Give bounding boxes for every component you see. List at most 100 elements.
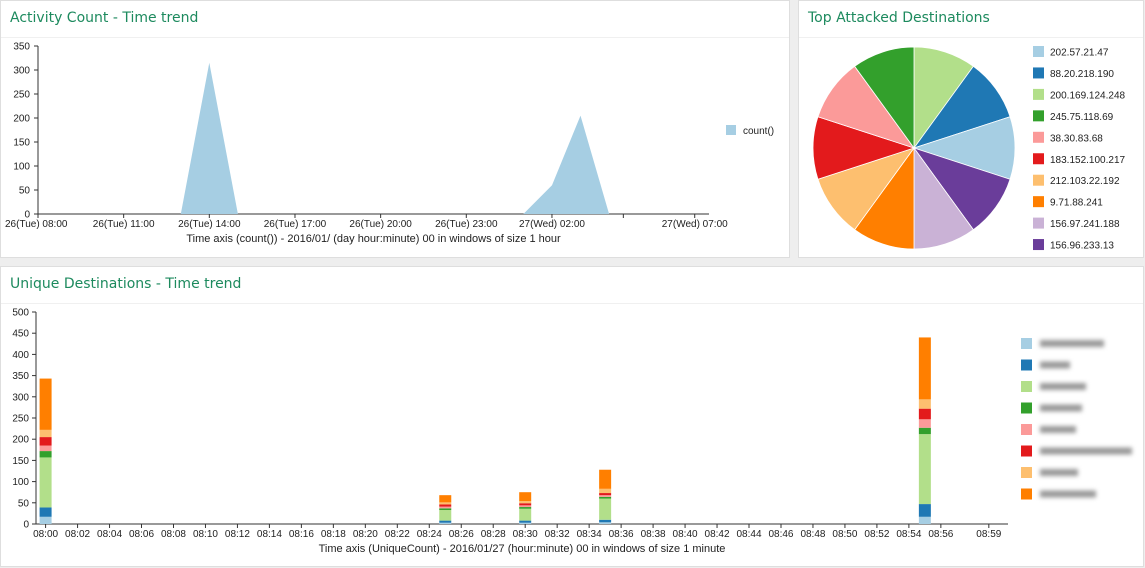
bar-segment [439, 502, 452, 505]
x-tick-label: 08:56 [928, 529, 953, 540]
activity-count-chart: 0 50 100 150 200 250 300 350 26(Tue) 08:00 26(Tue… [5, 42, 774, 246]
legend-label-redacted [1040, 490, 1096, 498]
x-tick-label: 08:00 [33, 529, 58, 540]
legend-label-redacted [1040, 447, 1132, 455]
top-destinations-chart: 202.57.21.47 88.20.218.190 200.169.124.248… [812, 46, 1126, 252]
bar-segment [439, 495, 452, 503]
x-tick-label: 08:18 [321, 529, 346, 540]
x-tick-label: 08:44 [736, 529, 761, 540]
unique-destinations-panel: Unique Destinations - Time trend 0 50 100 1… [0, 266, 1144, 567]
title-divider [799, 37, 1143, 38]
legend-swatch [1033, 153, 1044, 165]
legend-label-redacted [1040, 340, 1104, 347]
x-tick-label: 08:16 [289, 529, 314, 540]
legend-swatch [1033, 174, 1044, 186]
legend-label: 9.71.88.241 [1050, 198, 1103, 209]
y-tick-label: 450 [12, 329, 29, 340]
bar-segment [439, 510, 452, 521]
unique-destinations-title: Unique Destinations - Time trend [10, 276, 242, 292]
x-tick-label: 08:32 [545, 529, 570, 540]
x-tick-label: 08:22 [385, 529, 410, 540]
y-tick-label: 250 [13, 90, 30, 101]
legend-swatch [1021, 467, 1032, 478]
x-tick-label: 08:08 [161, 529, 186, 540]
x-tick-label: 08:28 [481, 529, 506, 540]
y-tick-label: 200 [13, 114, 30, 125]
x-tick-label: 08:06 [129, 529, 154, 540]
y-tick-label: 50 [18, 498, 30, 509]
bar-segment [519, 501, 532, 504]
legend-swatch [1021, 359, 1032, 371]
x-tick-label: 08:50 [832, 529, 857, 540]
y-tick-label: 150 [13, 138, 30, 149]
bar-segment [39, 429, 52, 438]
legend-label: 212.103.22.192 [1050, 176, 1120, 187]
y-tick-label: 50 [19, 186, 31, 197]
x-tick-label: 08:48 [800, 529, 825, 540]
x-tick-label: 08:26 [449, 529, 474, 540]
bar-segment [439, 508, 452, 511]
x-tick-label: 26(Tue) 11:00 [93, 219, 155, 230]
y-tick-label: 300 [13, 66, 30, 77]
x-tick-label: 26(Tue) 20:00 [349, 219, 412, 230]
bar-segment [439, 522, 452, 524]
x-tick-label: 08:24 [417, 529, 442, 540]
bar-segment [918, 427, 931, 435]
x-axis-title: Time axis (UniqueCount) - 2016/01/27 (ho… [319, 543, 726, 555]
x-tick-label: 27(Wed) 02:00 [519, 219, 585, 230]
x-tick-label: 08:10 [193, 529, 218, 540]
title-divider [1, 37, 789, 38]
bar-segment [599, 495, 612, 497]
x-tick-label: 08:59 [976, 529, 1001, 540]
legend-label: 38.30.83.68 [1050, 133, 1103, 144]
x-tick-label: 08:02 [65, 529, 90, 540]
legend-label-redacted [1040, 404, 1082, 412]
bar-segment [599, 493, 612, 496]
y-tick-label: 500 [12, 308, 29, 319]
legend-label: 156.96.233.13 [1050, 241, 1114, 252]
bar-segment [519, 505, 532, 508]
legend-label-redacted [1040, 361, 1070, 369]
legend-swatch [1033, 217, 1044, 229]
bar-segment [39, 507, 52, 517]
y-tick-label: 350 [12, 371, 29, 382]
legend-swatch [1033, 110, 1044, 122]
x-tick-label: 26(Tue) 14:00 [178, 219, 241, 230]
bar-segment [599, 498, 612, 520]
legend-label-redacted [1040, 426, 1076, 433]
x-tick-label: 08:04 [97, 529, 122, 540]
x-tick-label: 08:54 [896, 529, 921, 540]
legend-label: 156.97.241.188 [1050, 219, 1120, 230]
bar-segment [599, 488, 612, 494]
bar-segment [519, 507, 532, 509]
legend-swatch-count [726, 125, 736, 135]
legend-label: 183.152.100.217 [1050, 155, 1126, 166]
y-tick-label: 0 [24, 210, 30, 221]
legend-label: 202.57.21.47 [1050, 48, 1109, 59]
bar-segment [918, 504, 931, 517]
legend-label: 88.20.218.190 [1050, 69, 1114, 80]
bar-segment [918, 434, 931, 505]
bar-segment [39, 516, 52, 524]
bar-segment [918, 419, 931, 428]
y-tick-label: 300 [12, 392, 29, 403]
bar-segment [519, 503, 532, 506]
legend-swatch [1021, 402, 1032, 414]
pie-slice [854, 46, 915, 150]
x-tick-label: 08:52 [864, 529, 889, 540]
area-series-count [38, 62, 709, 214]
bar-segment [519, 522, 532, 524]
unique-destinations-chart: 0 50 100 150 200 250 300 350 400 450 500 08:00 08:02… [12, 308, 1132, 555]
bar-segment [918, 408, 931, 420]
x-tick-label: 26(Tue) 08:00 [5, 219, 68, 230]
bar-segment [918, 516, 931, 524]
legend-swatch [1021, 445, 1032, 457]
legend-label-redacted [1040, 383, 1086, 390]
bar-segment [439, 504, 452, 507]
y-tick-label: 0 [23, 520, 29, 531]
bar-segment [519, 492, 532, 502]
bar-segment [519, 508, 532, 521]
legend-swatch [1021, 424, 1032, 435]
bar-segment [599, 469, 612, 489]
legend-swatch [1033, 88, 1044, 100]
